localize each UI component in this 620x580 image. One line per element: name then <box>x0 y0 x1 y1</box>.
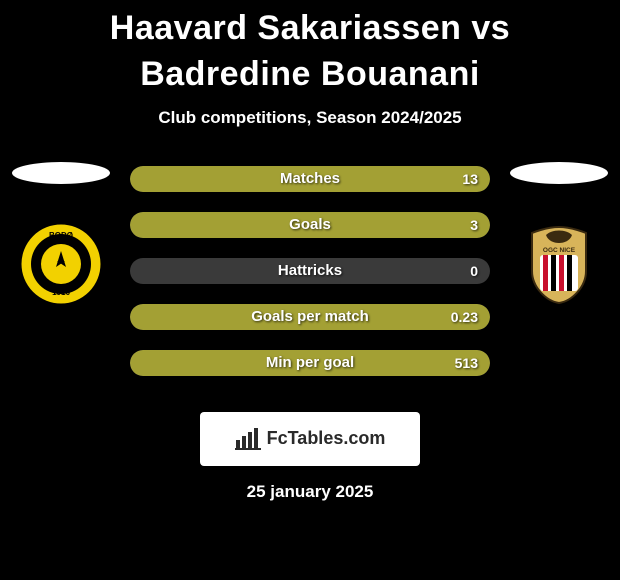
stat-label: Matches <box>280 170 340 187</box>
svg-text:OGC NICE: OGC NICE <box>543 247 576 254</box>
player-left-ellipse <box>12 162 110 184</box>
bodo-glimt-badge-icon: BODØ 1916 <box>18 221 104 307</box>
stat-row: Goals 3 <box>130 212 490 238</box>
stat-value-right: 0 <box>470 263 478 279</box>
stat-label: Goals <box>289 216 331 233</box>
club-badge-left: BODØ 1916 <box>12 221 110 307</box>
stat-value-right: 3 <box>470 217 478 233</box>
stat-value-right: 513 <box>455 355 478 371</box>
comparison-infographic: Haavard Sakariassen vs Badredine Bouanan… <box>0 0 620 580</box>
page-title: Haavard Sakariassen vs Badredine Bouanan… <box>0 0 620 98</box>
svg-text:1916: 1916 <box>52 288 70 297</box>
ogc-nice-badge-icon: OGC NICE <box>516 221 602 307</box>
stat-value-right: 13 <box>462 171 478 187</box>
svg-text:BODØ: BODØ <box>49 231 73 240</box>
brand-box: FcTables.com <box>200 412 420 466</box>
stat-row: Matches 13 <box>130 166 490 192</box>
stat-label: Hattricks <box>278 262 342 279</box>
subtitle: Club competitions, Season 2024/2025 <box>0 108 620 128</box>
stat-label: Min per goal <box>266 354 354 371</box>
stats-area: BODØ 1916 OGC NICE Matches 13 Goals 3 Hattri… <box>0 166 620 386</box>
player-right-ellipse <box>510 162 608 184</box>
stat-row: Min per goal 513 <box>130 350 490 376</box>
bar-chart-icon <box>235 428 261 450</box>
stat-label: Goals per match <box>251 308 369 325</box>
stat-row: Goals per match 0.23 <box>130 304 490 330</box>
date-text: 25 january 2025 <box>0 482 620 502</box>
stat-row: Hattricks 0 <box>130 258 490 284</box>
club-badge-right: OGC NICE <box>510 221 608 307</box>
stat-rows: Matches 13 Goals 3 Hattricks 0 Goals per match… <box>130 166 490 376</box>
stat-value-right: 0.23 <box>451 309 478 325</box>
brand-text: FcTables.com <box>267 428 386 449</box>
